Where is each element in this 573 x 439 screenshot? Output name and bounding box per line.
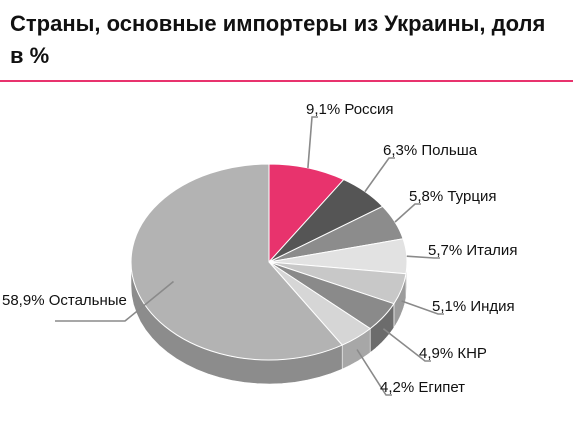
slice-4-label: 5,7% Италия bbox=[428, 242, 517, 259]
slice-8 bbox=[130, 163, 344, 361]
slice-3-leader bbox=[394, 203, 421, 223]
slice-1-label: 9,1% Россия bbox=[306, 101, 394, 118]
pie-labels: 9,1% Россия 6,3% Польша 5,8% Турция 5,7% Ит… bbox=[2, 101, 517, 396]
slice-2-label: 6,3% Польша bbox=[383, 142, 478, 159]
slice-7-leader bbox=[356, 349, 392, 396]
slice-3-label: 5,8% Турция bbox=[409, 188, 496, 205]
slice-8-leader bbox=[55, 280, 175, 322]
title-underline bbox=[0, 80, 573, 82]
chart-title: Страны, основные импортеры из Украины, д… bbox=[10, 11, 546, 68]
slice-2-leader bbox=[364, 157, 395, 193]
slice-1 bbox=[268, 163, 345, 264]
slice-7-label: 4,2% Египет bbox=[380, 379, 465, 396]
slice-8-label: 58,9% Остальные bbox=[2, 292, 127, 309]
pie-leader-lines bbox=[55, 116, 444, 396]
slice-6-label: 4,9% КНР bbox=[419, 345, 487, 362]
pie-slices bbox=[130, 163, 408, 361]
slice-4-leader bbox=[406, 255, 440, 259]
slice-5-leader bbox=[401, 300, 444, 315]
slice-1-leader bbox=[307, 116, 318, 169]
slice-5-label: 5,1% Индия bbox=[432, 298, 515, 315]
slice-6-leader bbox=[382, 328, 431, 362]
